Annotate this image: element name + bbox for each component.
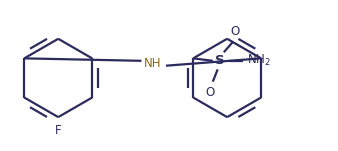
Text: O: O <box>206 86 215 99</box>
Text: S: S <box>215 54 225 67</box>
Text: O: O <box>230 25 239 38</box>
Text: NH: NH <box>144 57 162 70</box>
Text: NH$_2$: NH$_2$ <box>247 53 271 68</box>
Text: F: F <box>55 124 62 137</box>
